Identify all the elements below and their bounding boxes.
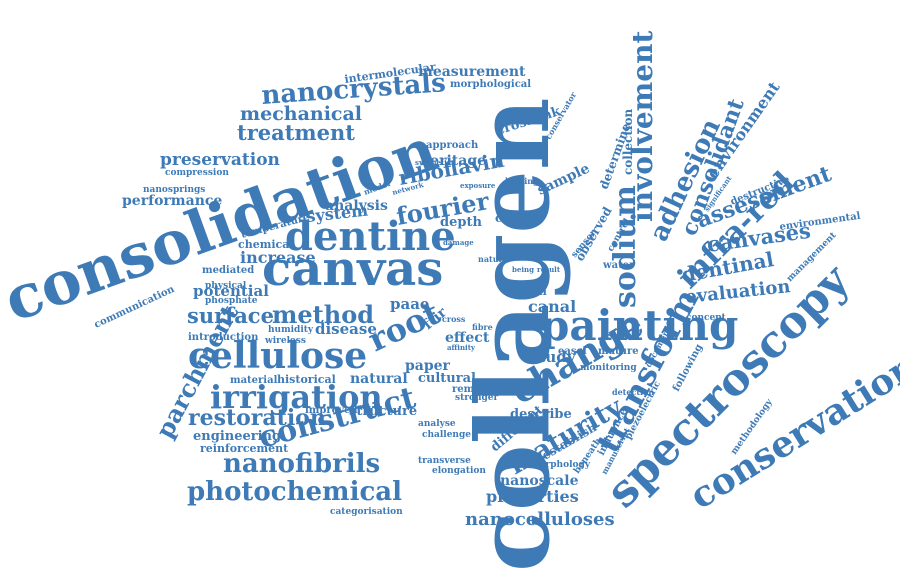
word: affinity bbox=[447, 343, 476, 352]
word: historical bbox=[277, 373, 336, 386]
word: synthetic bbox=[415, 158, 451, 167]
word: cotton bbox=[495, 211, 538, 225]
word: fibril bbox=[517, 285, 547, 298]
word: nanocelluloses bbox=[465, 509, 615, 530]
word: fibre bbox=[472, 322, 493, 332]
word: water bbox=[602, 260, 635, 271]
word: mediated bbox=[202, 265, 254, 276]
word: categorisation bbox=[330, 507, 403, 517]
word: preservation bbox=[160, 150, 280, 170]
word: detection bbox=[612, 387, 654, 397]
word: being bbox=[512, 265, 534, 274]
word: easel bbox=[558, 346, 587, 357]
word: disease bbox=[315, 320, 377, 338]
word: paae bbox=[390, 295, 429, 313]
word: mechanical bbox=[240, 103, 362, 125]
word: performance bbox=[122, 193, 222, 209]
word: properties bbox=[486, 487, 579, 506]
word: analyse bbox=[418, 419, 456, 429]
word: introduction bbox=[188, 332, 259, 343]
word: nanoscale bbox=[500, 473, 579, 489]
word: monitoring bbox=[580, 363, 637, 373]
word: concept bbox=[686, 313, 727, 323]
word: environmental bbox=[779, 211, 861, 233]
word: morphological bbox=[450, 79, 531, 90]
word: compression bbox=[165, 168, 229, 178]
word: chemical bbox=[238, 238, 294, 251]
word: physical bbox=[205, 281, 247, 291]
word: structure bbox=[349, 404, 417, 419]
word: looking bbox=[505, 176, 539, 186]
word: result bbox=[537, 265, 561, 274]
word: nature bbox=[478, 254, 508, 264]
word: damage bbox=[443, 238, 474, 247]
word: analysis bbox=[325, 198, 388, 214]
word: phosphate bbox=[205, 296, 258, 306]
word: depth bbox=[440, 215, 482, 230]
word: wireless bbox=[264, 336, 306, 346]
word: natural bbox=[350, 371, 408, 387]
word: cross bbox=[442, 314, 466, 324]
word: reinforcement bbox=[200, 442, 289, 455]
word: humidity bbox=[268, 325, 314, 335]
word: photochemical bbox=[187, 477, 402, 507]
word: mature bbox=[598, 346, 639, 357]
word: improved bbox=[305, 405, 357, 416]
word: surface bbox=[187, 303, 274, 328]
word: transverse bbox=[418, 456, 471, 466]
word: challenge bbox=[422, 430, 471, 440]
word: material bbox=[230, 375, 278, 386]
word: nanosprings bbox=[143, 185, 205, 195]
word: canal bbox=[528, 297, 576, 316]
word: stronger bbox=[455, 393, 499, 403]
word: elongation bbox=[432, 466, 486, 476]
word: approach bbox=[426, 140, 479, 151]
word: exposure bbox=[460, 181, 496, 190]
